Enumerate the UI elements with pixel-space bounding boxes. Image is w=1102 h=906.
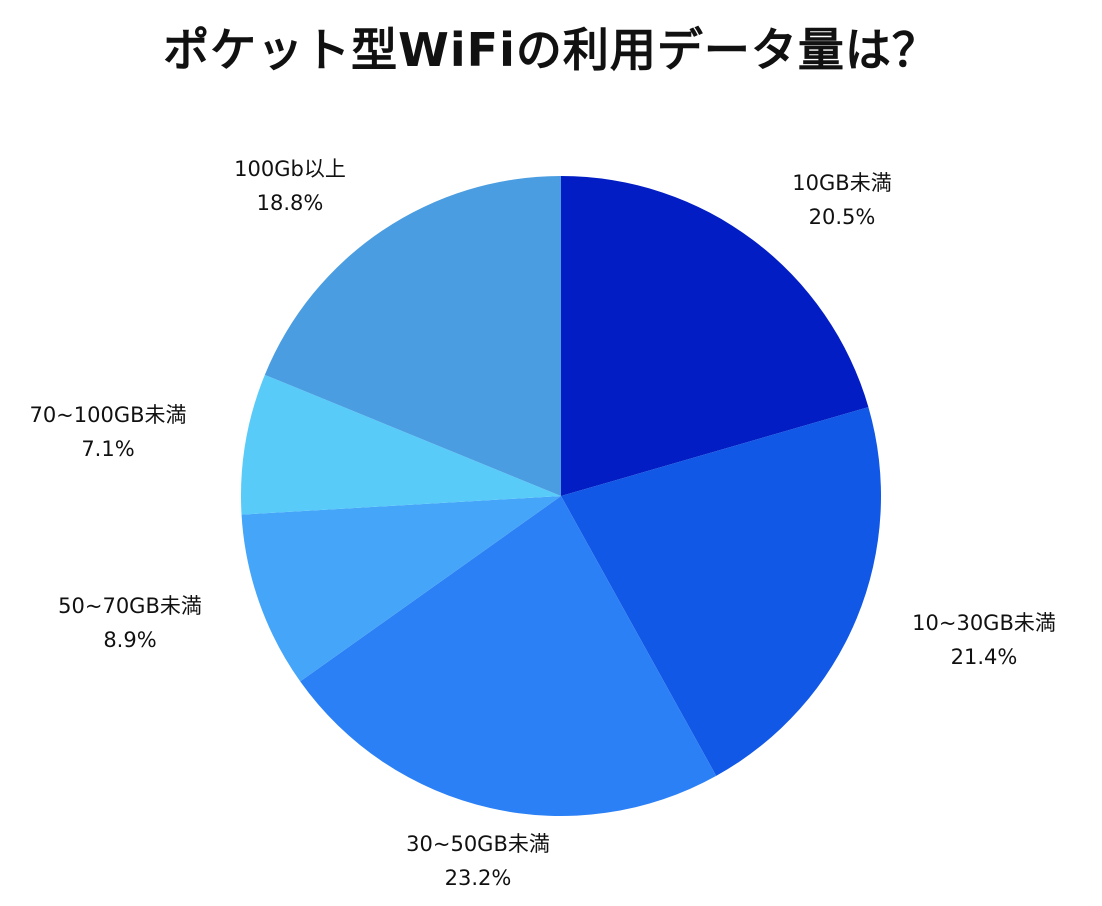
slice-label-3: 30~50GB未満 23.2%: [406, 832, 550, 890]
pie-slice-3: [300, 496, 717, 816]
pie-slices: [240, 176, 881, 816]
slice-label-2: 10~30GB未満 21.4%: [912, 611, 1056, 669]
pie-labels: 10GB未満 20.5% 10~30GB未満 21.4% 30~50GB未満 23.2% 5…: [29, 157, 1055, 890]
slice-category-label: 100Gb以上: [234, 157, 346, 181]
pie-slice-6: [264, 176, 561, 496]
slice-label-5: 70~100GB未満 7.1%: [29, 403, 186, 461]
slice-value-label: 8.9%: [103, 628, 156, 652]
chart-title: ポケット型WiFiの利用データ量は？: [163, 23, 939, 77]
slice-value-label: 21.4%: [951, 645, 1018, 669]
slice-value-label: 7.1%: [81, 437, 134, 461]
slice-label-6: 100Gb以上 18.8%: [234, 157, 346, 215]
slice-category-label: 10~30GB未満: [912, 611, 1056, 635]
slice-category-label: 10GB未満: [792, 171, 891, 195]
slice-value-label: 23.2%: [445, 866, 512, 890]
slice-category-label: 30~50GB未満: [406, 832, 550, 856]
pie-slice-2: [561, 407, 881, 776]
pie-slice-4: [241, 496, 562, 682]
slice-category-label: 70~100GB未満: [29, 403, 186, 427]
slice-value-label: 20.5%: [809, 205, 876, 229]
pie-slice-1: [561, 176, 869, 496]
slice-label-4: 50~70GB未満 8.9%: [58, 594, 202, 652]
slice-category-label: 50~70GB未満: [58, 594, 202, 618]
slice-value-label: 18.8%: [257, 191, 324, 215]
pie-slice-5: [240, 374, 561, 515]
slice-label-1: 10GB未満 20.5%: [792, 171, 891, 229]
